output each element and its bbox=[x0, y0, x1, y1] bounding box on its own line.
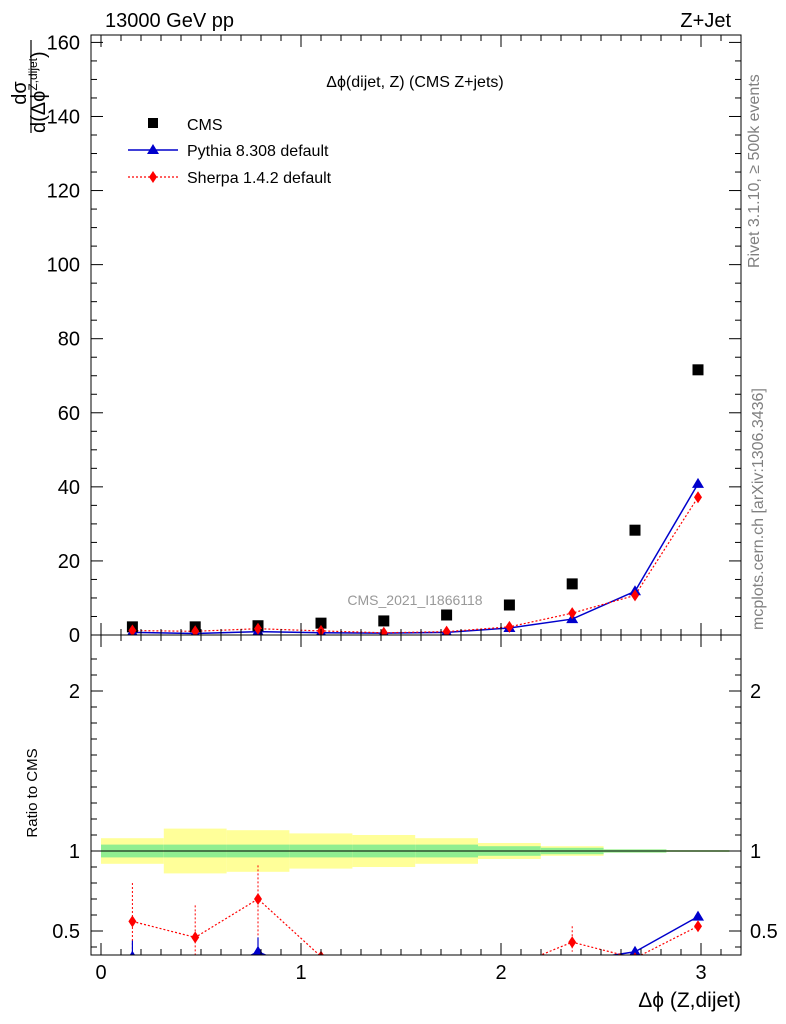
sherpa-point bbox=[128, 624, 137, 635]
y-label-denominator: d(Δϕ bbox=[28, 91, 50, 133]
legend-marker-cms bbox=[148, 118, 158, 128]
pythia-ratio-point bbox=[441, 984, 453, 994]
y-tick-label: 120 bbox=[47, 181, 80, 203]
y-tick-label: 100 bbox=[47, 255, 80, 277]
sherpa-point bbox=[254, 622, 262, 635]
cms-point bbox=[378, 615, 390, 627]
legend-label-cms: CMS bbox=[187, 117, 223, 134]
chart-title: Δϕ(dijet, Z) (CMS Z+jets) bbox=[326, 74, 503, 91]
ratio-plot-series bbox=[128, 865, 704, 994]
sherpa-point bbox=[191, 625, 200, 635]
rivet-version-label: Rivet 3.1.10, ≥ 500k events bbox=[746, 74, 763, 268]
y-label-numerator: dσ bbox=[9, 81, 31, 105]
sherpa-point bbox=[568, 607, 577, 620]
cms-point bbox=[566, 578, 578, 590]
pythia-ratio-point bbox=[692, 910, 704, 921]
analysis-watermark: CMS_2021_I1866118 bbox=[347, 592, 482, 608]
sherpa-ratio-point bbox=[443, 978, 451, 990]
cms-point bbox=[315, 617, 327, 629]
pythia-ratio-point bbox=[629, 945, 641, 955]
sherpa-ratio-point bbox=[568, 936, 577, 949]
legend-marker-pythia bbox=[147, 144, 159, 154]
sherpa-ratio-point bbox=[191, 931, 200, 944]
pythia-ratio-point bbox=[566, 955, 578, 965]
sherpa-ratio-point bbox=[128, 915, 137, 928]
sherpa-ratio-point bbox=[505, 962, 513, 974]
legend: CMS Pythia 8.308 default Sherpa 1.4.2 de… bbox=[128, 117, 332, 187]
cms-point bbox=[503, 599, 515, 611]
sherpa-ratio-point bbox=[254, 893, 262, 905]
pythia-point bbox=[692, 477, 704, 488]
sherpa-point bbox=[631, 589, 639, 602]
ratio-y-tick-label: 0.5 bbox=[52, 921, 80, 943]
x-tick-label: 2 bbox=[495, 962, 506, 984]
pythia-ratio-point bbox=[378, 984, 390, 994]
sherpa-point bbox=[442, 625, 451, 635]
y-tick-label: 20 bbox=[58, 551, 80, 573]
pythia-ratio-line bbox=[249, 915, 699, 955]
process-label: Z+Jet bbox=[680, 10, 731, 32]
x-axis-label: Δϕ (Z,dijet) bbox=[638, 989, 741, 1012]
x-tick-label: 0 bbox=[95, 962, 106, 984]
sherpa-point bbox=[505, 620, 514, 633]
pythia-ratio-point bbox=[189, 976, 201, 986]
y-tick-label: 140 bbox=[47, 106, 80, 128]
cms-point bbox=[629, 524, 641, 536]
sherpa-point bbox=[694, 491, 702, 504]
main-y-axis-label: dσ d(ΔϕZ,dijet) bbox=[9, 40, 50, 133]
legend-marker-sherpa bbox=[149, 171, 157, 183]
y-tick-label: 160 bbox=[47, 32, 80, 54]
ratio-y-tick-label-right: 2 bbox=[750, 681, 761, 703]
ratio-y-tick-label-right: 1 bbox=[750, 841, 761, 863]
ratio-y-axis-label: Ratio to CMS bbox=[24, 748, 41, 837]
pythia-ratio-point bbox=[315, 973, 327, 983]
sherpa-ratio-line bbox=[132, 898, 699, 955]
axis-ticks: 0 1 2 3 0 20 40 60 80 100 120 140 160 0.5 0.5 1 1 2 2 bbox=[47, 32, 778, 984]
legend-label-sherpa: Sherpa 1.4.2 default bbox=[187, 170, 332, 187]
pythia-line bbox=[132, 483, 699, 635]
x-tick-label: 1 bbox=[295, 962, 306, 984]
y-label-superscript: Z,dijet bbox=[26, 57, 40, 90]
sherpa-ratio-point bbox=[633, 952, 637, 955]
svg-text:d(ΔϕZ,dijet): d(ΔϕZ,dijet) bbox=[26, 51, 50, 133]
legend-label-pythia: Pythia 8.308 default bbox=[187, 143, 329, 160]
pythia-ratio-point bbox=[252, 945, 264, 955]
y-tick-label: 0 bbox=[69, 625, 80, 647]
energy-label: 13000 GeV pp bbox=[105, 10, 234, 32]
y-tick-label: 40 bbox=[58, 477, 80, 499]
x-tick-label: 3 bbox=[695, 962, 706, 984]
cms-point bbox=[441, 609, 453, 621]
pythia-ratio-point bbox=[129, 950, 136, 955]
sherpa-ratio-point bbox=[694, 920, 702, 933]
ratio-plot-frame bbox=[90, 634, 742, 956]
y-tick-label: 60 bbox=[58, 403, 80, 425]
y-label-close: ) bbox=[28, 51, 50, 58]
cms-point bbox=[692, 364, 704, 376]
y-tick-label: 80 bbox=[58, 329, 80, 351]
ratio-y-tick-label-right: 0.5 bbox=[750, 921, 778, 943]
sherpa-point bbox=[379, 626, 388, 635]
ratio-y-tick-label: 2 bbox=[69, 681, 80, 703]
mcplots-reference-label: mcplots.cern.ch [arXiv:1306.3436] bbox=[750, 388, 767, 630]
series-layer bbox=[126, 364, 704, 994]
sherpa-ratio-point bbox=[380, 979, 388, 991]
ratio-y-tick-label: 1 bbox=[69, 841, 80, 863]
sherpa-line bbox=[132, 496, 699, 634]
